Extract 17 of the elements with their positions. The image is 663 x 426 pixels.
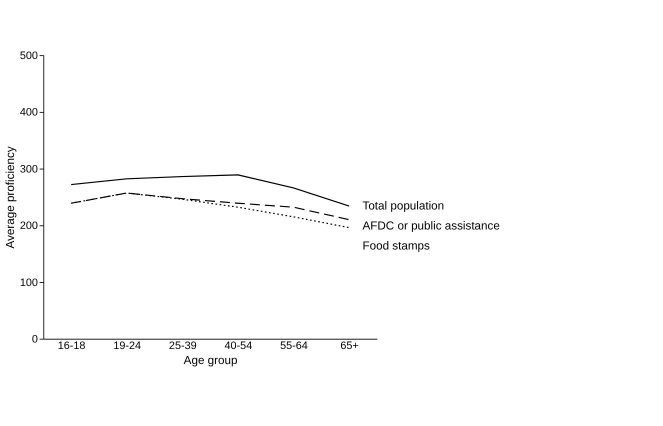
- series-label: Total population: [362, 199, 444, 212]
- x-tick-label: 19-24: [113, 340, 142, 352]
- y-tick-label: 0: [32, 334, 38, 346]
- x-tick-label: 25-39: [168, 340, 197, 352]
- x-tick-label: 16-18: [58, 340, 86, 352]
- x-tick-label: 65+: [340, 340, 359, 352]
- x-tick-label: 40-54: [224, 340, 252, 352]
- x-tick-label: 55-64: [280, 340, 308, 352]
- y-tick-label: 500: [20, 50, 38, 62]
- x-axis-title: Age group: [184, 354, 238, 368]
- y-axis-title: Average proficiency: [4, 146, 18, 248]
- y-tick-label: 300: [20, 163, 38, 176]
- y-tick-label: 100: [20, 276, 38, 289]
- series-label: AFDC or public assistance: [362, 219, 500, 232]
- series-label: Food stamps: [362, 239, 430, 252]
- y-tick-label: 200: [20, 220, 38, 232]
- y-tick-label: 400: [20, 106, 38, 119]
